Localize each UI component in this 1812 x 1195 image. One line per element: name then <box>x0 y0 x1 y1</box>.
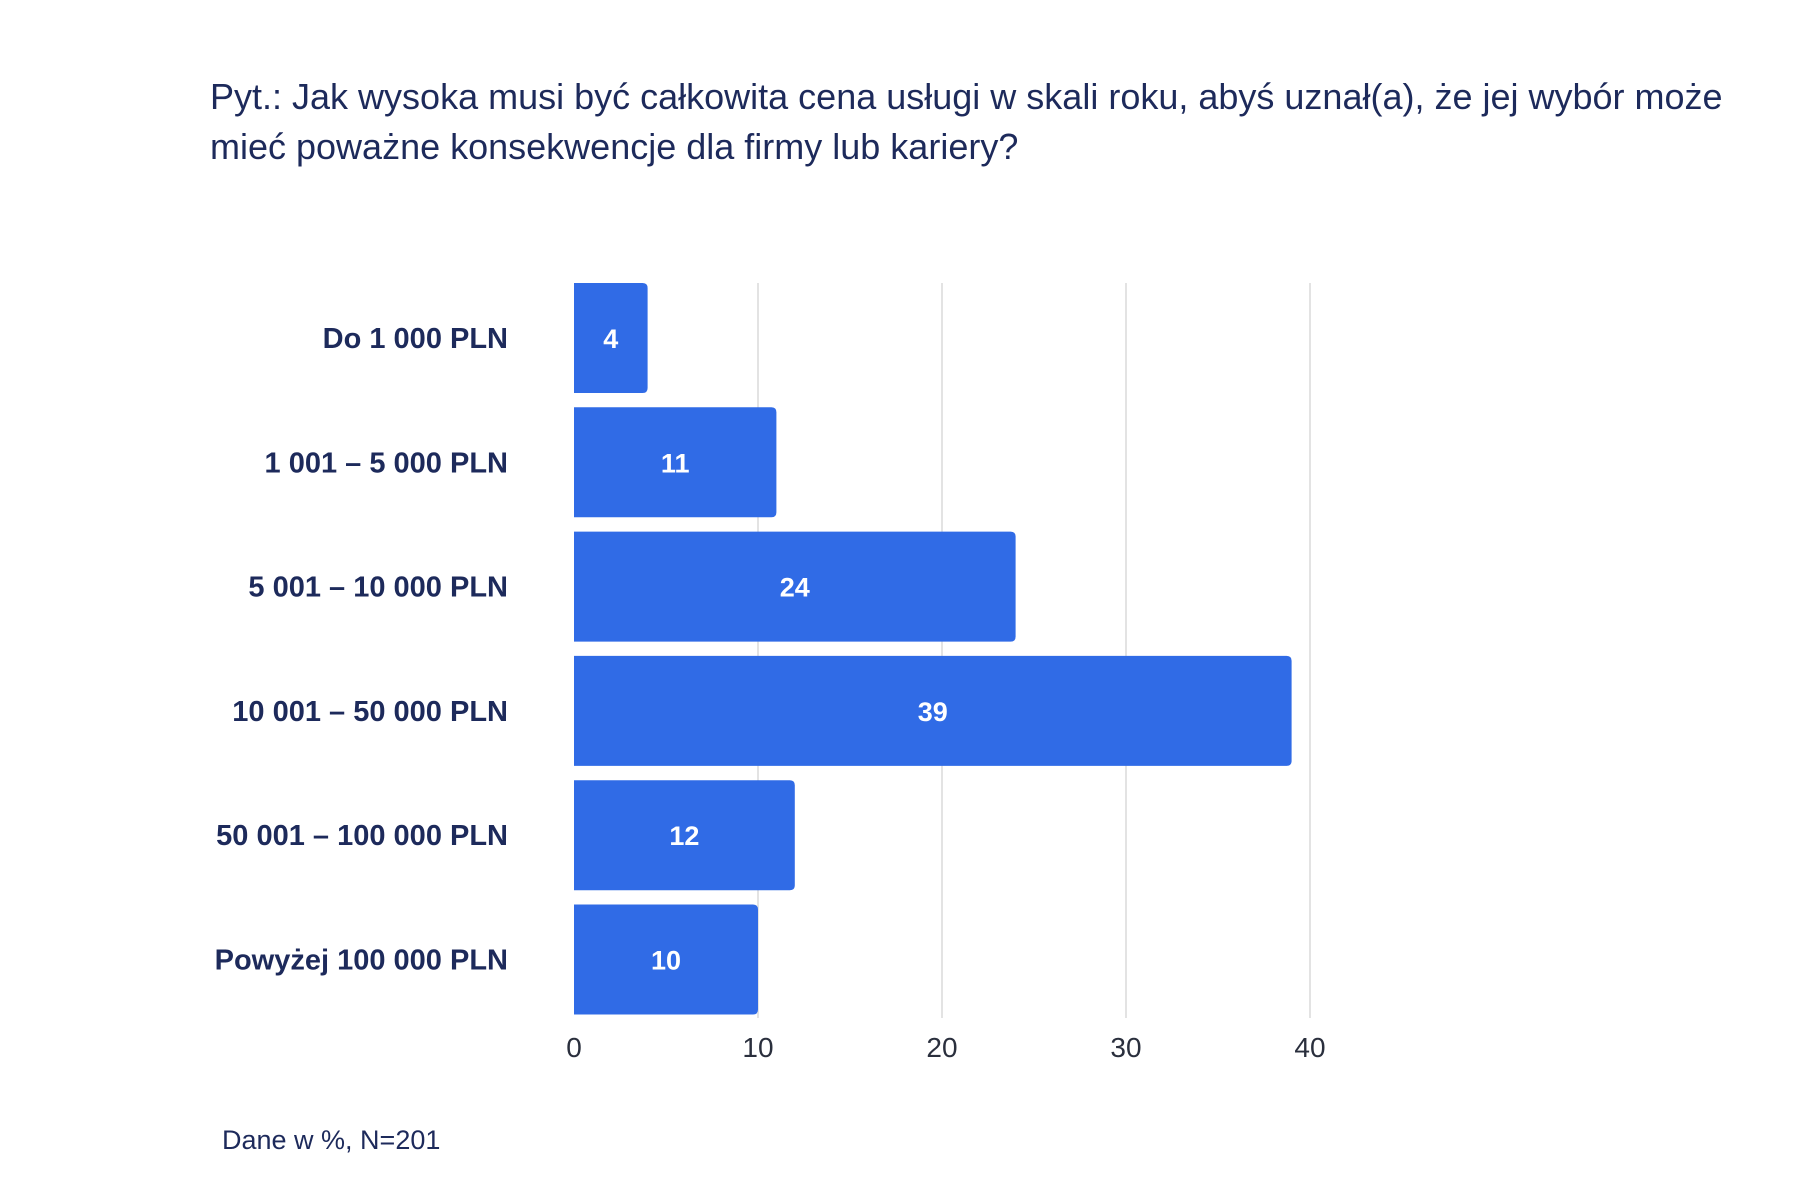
x-tick-label: 0 <box>566 1032 582 1063</box>
x-tick-label: 20 <box>926 1032 957 1063</box>
label-layer: 0 10 20 30 40 4 Do 1 000 PLN 11 1 001 – 5 000 PL… <box>215 323 1326 1063</box>
bar <box>574 655 1292 766</box>
chart-title: Pyt.: Jak wysoka musi być całkowita cena… <box>210 76 1723 167</box>
bar <box>574 904 758 1015</box>
bar-layer <box>574 283 1292 1015</box>
x-tick-label: 40 <box>1294 1032 1325 1063</box>
category-label: Do 1 000 PLN <box>323 323 508 355</box>
category-label: 10 001 – 50 000 PLN <box>232 696 508 728</box>
grid-layer <box>757 283 1311 1018</box>
bar <box>574 283 648 393</box>
bar <box>574 407 777 518</box>
category-label: Powyżej 100 000 PLN <box>215 945 508 977</box>
bar-value-label: 12 <box>669 821 699 851</box>
bar-value-label: 11 <box>661 448 690 478</box>
x-tick-label: 30 <box>1110 1032 1141 1063</box>
category-label: 5 001 – 10 000 PLN <box>248 572 508 604</box>
category-label: 50 001 – 100 000 PLN <box>216 820 508 852</box>
bar-value-label: 4 <box>603 324 618 354</box>
bar <box>574 531 1016 642</box>
data-note: Dane w %, N=201 <box>222 1125 441 1155</box>
bar-value-label: 24 <box>780 573 810 603</box>
bar-value-label: 10 <box>651 946 681 976</box>
bar-value-label: 39 <box>918 697 948 727</box>
bar <box>574 780 795 891</box>
category-label: 1 001 – 5 000 PLN <box>265 447 508 479</box>
x-tick-label: 10 <box>742 1032 773 1063</box>
